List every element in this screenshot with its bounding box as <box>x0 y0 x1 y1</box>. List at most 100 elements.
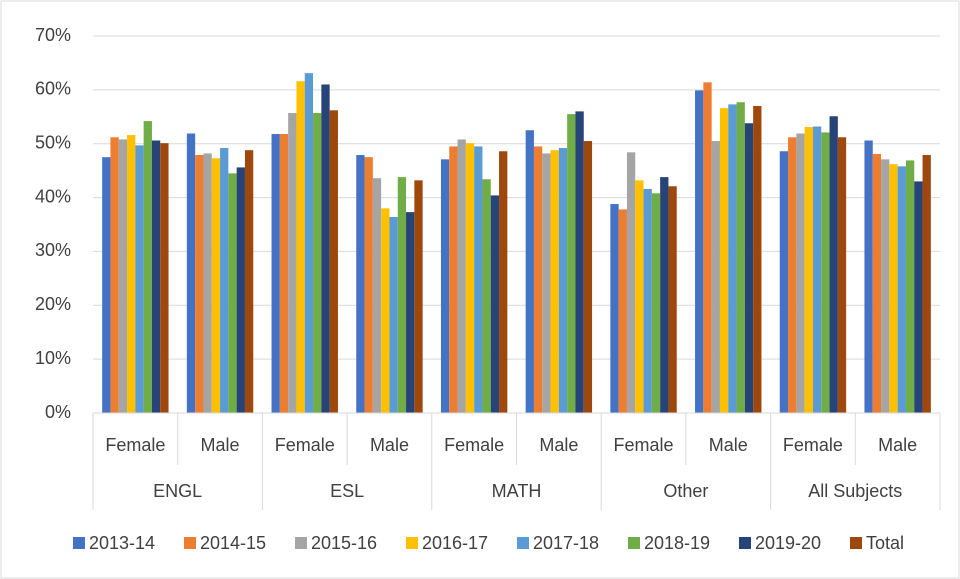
bar <box>635 180 644 413</box>
group-label: ENGL <box>153 481 202 501</box>
bar <box>575 111 584 414</box>
bar <box>465 143 475 413</box>
bar <box>304 73 314 413</box>
bar <box>881 159 890 413</box>
bar <box>812 126 822 413</box>
y-tick-label: 0% <box>45 402 71 422</box>
bar <box>102 157 111 413</box>
bar <box>872 153 882 413</box>
bar <box>905 160 915 413</box>
legend-label: 2018-19 <box>644 533 710 553</box>
y-tick-label: 40% <box>35 186 71 206</box>
y-tick-label: 20% <box>35 294 71 314</box>
bar <box>135 145 144 413</box>
bar <box>788 137 797 413</box>
bar <box>837 137 847 413</box>
bar <box>567 114 576 413</box>
bar <box>703 82 712 414</box>
bar <box>220 148 229 413</box>
y-tick-label: 50% <box>35 132 71 152</box>
x-tick-label: Female <box>444 435 504 455</box>
x-tick-label: Male <box>201 435 240 455</box>
legend-swatch <box>406 537 418 549</box>
bar <box>558 148 568 413</box>
y-tick-label: 10% <box>35 348 71 368</box>
x-tick-label: Male <box>878 435 917 455</box>
legend-swatch <box>739 537 751 549</box>
group-label: MATH <box>492 481 542 501</box>
bar <box>796 133 805 413</box>
legend-swatch <box>184 537 196 549</box>
x-tick-label: Female <box>105 435 165 455</box>
bar <box>736 102 745 413</box>
bar <box>542 153 551 413</box>
bar <box>728 104 737 414</box>
bar <box>482 179 491 413</box>
legend-swatch <box>850 537 862 549</box>
bar <box>381 208 390 413</box>
legend-label: 2013-14 <box>89 533 155 553</box>
legend-label: 2019-20 <box>755 533 821 553</box>
bar <box>414 180 423 413</box>
y-tick-label: 70% <box>35 25 71 45</box>
bar <box>279 134 289 413</box>
bar <box>406 212 415 413</box>
bar <box>364 157 373 413</box>
bar <box>719 108 729 413</box>
bar <box>618 209 627 413</box>
group-label: Other <box>663 481 708 501</box>
bar <box>643 188 652 413</box>
bar <box>211 158 221 413</box>
bar <box>525 130 534 413</box>
bar <box>372 178 382 413</box>
bar <box>779 151 789 414</box>
bar <box>440 159 450 413</box>
bar <box>695 90 704 413</box>
x-tick-label: Male <box>370 435 409 455</box>
legend-label: 2015-16 <box>311 533 377 553</box>
bar <box>914 181 923 413</box>
legend-label: 2016-17 <box>422 533 488 553</box>
bar <box>449 146 458 413</box>
bar <box>533 146 543 413</box>
legend-label: Total <box>866 533 904 553</box>
bar <box>329 110 338 413</box>
bar <box>271 134 280 413</box>
bar <box>821 132 830 413</box>
legend-label: 2014-15 <box>200 533 266 553</box>
bar <box>864 140 873 414</box>
bar <box>110 137 119 413</box>
bar <box>922 155 931 413</box>
x-tick-label: Male <box>539 435 578 455</box>
legend-swatch <box>517 537 529 549</box>
bar <box>143 121 152 413</box>
bar <box>195 155 204 413</box>
bar <box>829 116 838 414</box>
bar <box>389 216 398 413</box>
bar <box>313 113 322 413</box>
bar <box>356 155 365 413</box>
bar <box>160 143 169 413</box>
bar <box>151 140 161 414</box>
group-label: All Subjects <box>808 481 902 501</box>
bar <box>651 193 661 413</box>
bar <box>711 141 720 413</box>
bar <box>550 150 559 414</box>
bar <box>660 177 669 413</box>
legend-label: 2017-18 <box>533 533 599 553</box>
bar <box>203 153 212 413</box>
bar <box>127 135 136 413</box>
bar <box>499 151 508 414</box>
bar <box>228 173 237 413</box>
bar <box>804 127 813 414</box>
y-tick-label: 30% <box>35 240 71 260</box>
legend-swatch <box>295 537 307 549</box>
bar <box>583 141 593 413</box>
bar <box>753 106 762 413</box>
bar <box>296 81 305 414</box>
y-tick-label: 60% <box>35 79 71 99</box>
x-tick-label: Female <box>614 435 674 455</box>
bar <box>236 167 245 413</box>
bar <box>186 133 196 413</box>
